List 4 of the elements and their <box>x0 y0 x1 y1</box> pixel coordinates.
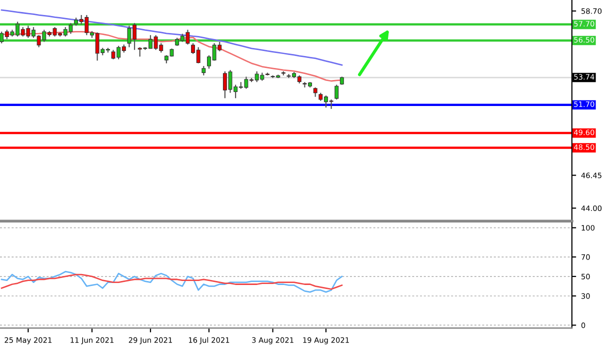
candlestick <box>334 84 339 100</box>
line-series <box>0 9 343 66</box>
candlestick <box>202 65 206 76</box>
candlestick <box>313 86 318 98</box>
